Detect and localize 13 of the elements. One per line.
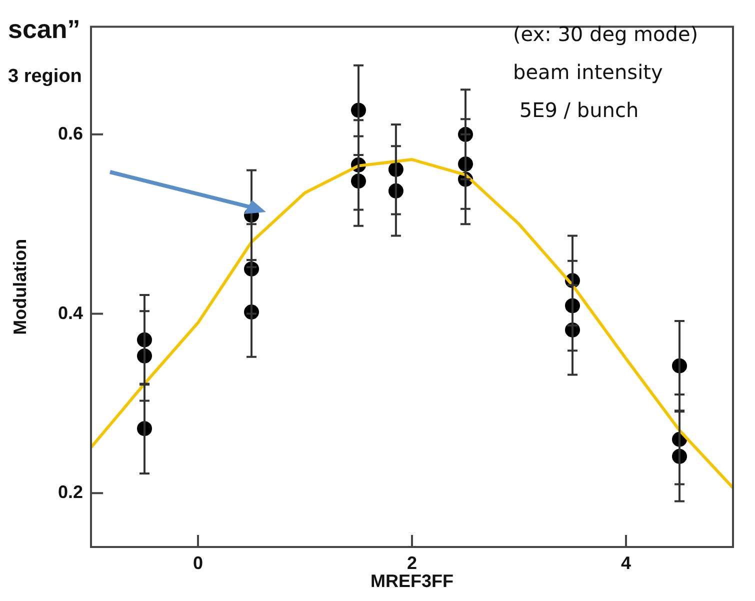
annotation: 5E9 / bunch (518, 98, 639, 122)
y-tick-label: 0.6 (58, 123, 83, 144)
y-tick-label: 0.4 (58, 302, 83, 323)
text: scan” (8, 14, 80, 46)
annotation: beam intensity (513, 60, 663, 84)
x-tick-label: 2 (406, 552, 418, 573)
text: 3 region (8, 66, 82, 89)
x-tick-label: 4 (620, 552, 632, 573)
y-tick-label: 0.2 (58, 482, 83, 502)
x-tick-label: 0 (192, 552, 204, 573)
y-axis-title: Modulation (10, 238, 30, 335)
annotation: (ex: 30 deg mode) (513, 22, 698, 46)
x-axis-title: MREF3FF (370, 571, 454, 592)
